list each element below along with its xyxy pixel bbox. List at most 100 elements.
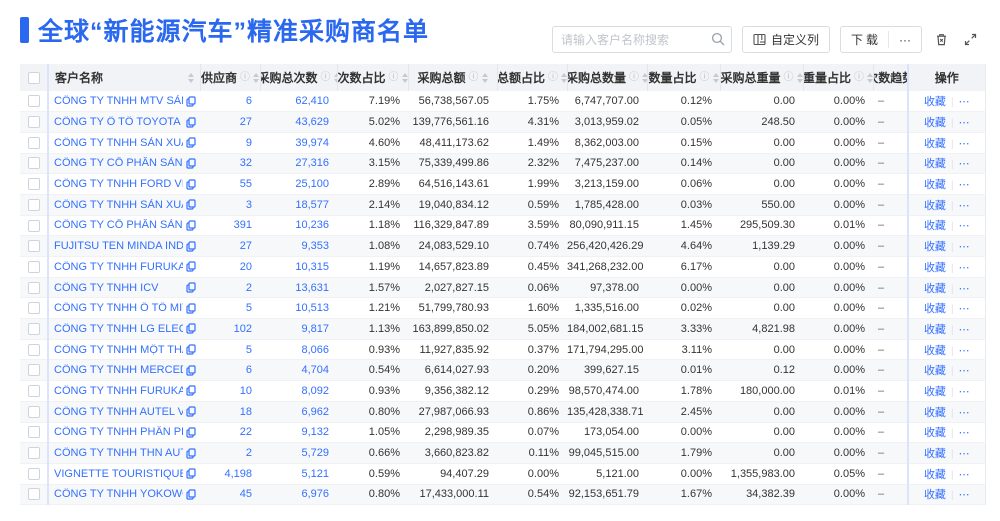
row-more-button[interactable]: ⋯ [958,344,970,357]
row-more-button[interactable]: ⋯ [958,158,970,171]
copy-icon[interactable] [186,261,196,272]
customer-name-link[interactable]: CÔNG TY TNHH YOKOWO VIỆT... [54,488,183,501]
row-checkbox[interactable] [27,467,40,480]
favorite-button[interactable]: 收藏 [923,303,946,316]
row-checkbox[interactable] [27,178,40,191]
customer-name-link[interactable]: CÔNG TY TNHH ICV [54,281,159,294]
search-input[interactable] [551,26,732,53]
customer-name-link[interactable]: CÔNG TY Ô TÔ TOYOTA VIỆT ... [54,116,183,129]
copy-icon[interactable] [186,137,196,148]
customer-name-link[interactable]: FUJITSU TEN MINDA INDIA PVT... [54,240,183,253]
customer-name-link[interactable]: CÔNG TY TNHH FURUKAWA A... [54,260,183,273]
info-icon[interactable]: ⓘ [699,71,710,83]
copy-icon[interactable] [186,95,196,107]
row-checkbox[interactable] [27,343,40,356]
info-icon[interactable]: ⓘ [548,71,559,83]
row-checkbox[interactable] [27,385,40,398]
row-checkbox[interactable] [27,302,40,315]
favorite-button[interactable]: 收藏 [923,241,946,254]
copy-icon[interactable] [186,282,196,293]
row-more-button[interactable]: ⋯ [958,427,970,440]
row-checkbox[interactable] [27,281,40,294]
row-more-button[interactable]: ⋯ [958,448,970,461]
custom-columns-button[interactable]: 自定义列 [741,26,830,53]
sort-icon[interactable] [253,72,260,83]
info-icon[interactable]: ⓘ [320,71,331,83]
favorite-button[interactable]: 收藏 [923,468,946,481]
favorite-button[interactable]: 收藏 [923,323,946,336]
customer-name-link[interactable]: CÔNG TY TNHH LG ELECTRON... [54,322,183,335]
favorite-button[interactable]: 收藏 [923,220,946,233]
copy-icon[interactable] [186,344,196,355]
row-more-button[interactable]: ⋯ [958,261,970,274]
sort-icon[interactable] [712,72,719,83]
row-checkbox[interactable] [27,95,40,108]
copy-icon[interactable] [186,116,196,128]
copy-icon[interactable] [186,220,196,231]
row-more-button[interactable]: ⋯ [958,199,970,212]
favorite-button[interactable]: 收藏 [923,179,946,192]
customer-name-link[interactable]: CÔNG TY CỔ PHẦN SẢN XUẤT... [54,157,183,170]
customer-name-link[interactable]: CÔNG TY CỔ PHẦN SẢN XUẤT... [54,219,183,232]
info-icon[interactable]: ⓘ [468,71,479,83]
row-checkbox[interactable] [27,136,40,149]
customer-name-link[interactable]: CÔNG TY TNHH Ô TÔ MITSUBI... [54,302,183,315]
copy-icon[interactable] [186,241,196,252]
row-more-button[interactable]: ⋯ [958,365,970,378]
favorite-button[interactable]: 收藏 [923,344,946,357]
favorite-button[interactable]: 收藏 [923,199,946,212]
info-icon[interactable]: ⓘ [854,71,865,83]
sort-icon[interactable] [401,72,408,83]
row-checkbox[interactable] [27,426,40,439]
row-checkbox[interactable] [27,240,40,253]
favorite-button[interactable]: 收藏 [923,158,946,171]
info-icon[interactable]: ⓘ [629,71,640,83]
copy-icon[interactable] [186,385,196,397]
fullscreen-button[interactable] [961,30,980,49]
row-more-button[interactable]: ⋯ [958,117,970,130]
customer-name-link[interactable]: VIGNETTE TOURISTIQUE G UNI... [54,467,183,480]
row-checkbox[interactable] [27,447,40,460]
favorite-button[interactable]: 收藏 [923,427,946,440]
customer-name-link[interactable]: CÔNG TY TNHH FORD VIỆT NAM [54,178,183,191]
sort-icon[interactable] [867,72,873,83]
favorite-button[interactable]: 收藏 [923,385,946,398]
row-checkbox[interactable] [27,198,40,211]
row-more-button[interactable]: ⋯ [958,137,970,150]
copy-icon[interactable] [186,489,196,500]
customer-name-link[interactable]: CÔNG TY TNHH MỘT THÀNH V... [54,343,183,356]
info-icon[interactable]: ⓘ [240,71,251,83]
favorite-button[interactable]: 收藏 [923,448,946,461]
row-checkbox[interactable] [27,157,40,170]
recycle-bin-button[interactable] [932,30,951,49]
copy-icon[interactable] [186,447,196,459]
customer-name-link[interactable]: CÔNG TY TNHH SẢN XUẤT VÀ ... [54,198,183,211]
customer-name-link[interactable]: CÔNG TY TNHH PHÂN PHỐI T... [54,426,183,439]
row-more-button[interactable]: ⋯ [958,385,970,398]
favorite-button[interactable]: 收藏 [923,137,946,150]
sort-icon[interactable] [333,72,337,83]
info-icon[interactable]: ⓘ [783,71,794,83]
row-checkbox[interactable] [27,260,40,273]
sort-icon[interactable] [796,72,803,83]
sort-icon[interactable] [561,72,567,83]
customer-name-link[interactable]: CÔNG TY TNHH MTV SẢN XUẤ... [54,95,183,108]
row-more-button[interactable]: ⋯ [958,323,970,336]
download-button[interactable]: 下载 [841,27,888,52]
row-checkbox[interactable] [27,488,40,501]
copy-icon[interactable] [186,158,196,169]
select-all-checkbox[interactable] [27,71,40,84]
row-more-button[interactable]: ⋯ [958,303,970,316]
copy-icon[interactable] [186,199,196,210]
row-more-button[interactable]: ⋯ [958,220,970,233]
customer-name-link[interactable]: CÔNG TY TNHH THN AUTOPAR... [54,447,183,460]
copy-icon[interactable] [186,427,196,438]
row-more-button[interactable]: ⋯ [958,282,970,295]
row-more-button[interactable]: ⋯ [958,241,970,254]
row-more-button[interactable]: ⋯ [958,96,970,109]
sort-icon[interactable] [642,72,647,83]
favorite-button[interactable]: 收藏 [923,365,946,378]
copy-icon[interactable] [186,323,196,335]
sort-icon[interactable] [187,72,194,83]
row-checkbox[interactable] [27,405,40,418]
